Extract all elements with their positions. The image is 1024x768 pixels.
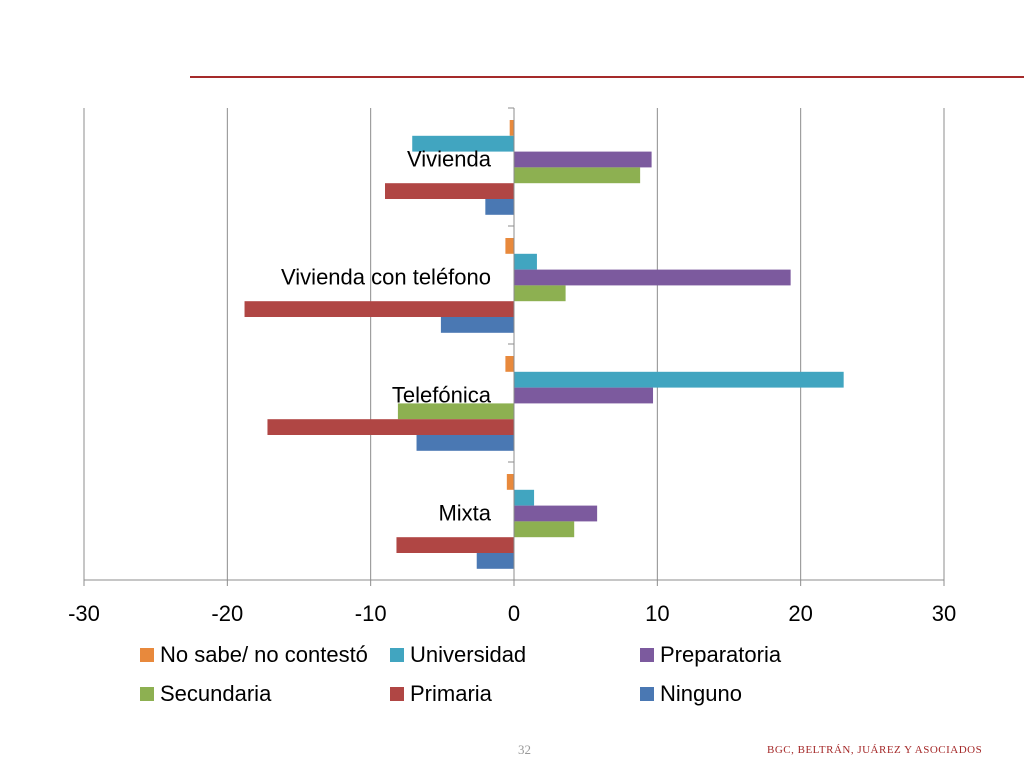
category-label: Mixta: [438, 500, 491, 525]
bar-4-1: [506, 474, 514, 490]
legend-swatch: [140, 687, 154, 701]
legend-label: No sabe/ no contestó: [160, 642, 368, 667]
legend-item: Universidad: [390, 642, 526, 668]
category-label: Vivienda con teléfono: [281, 264, 491, 289]
category-labels: Vivienda Vivienda con teléfono Telefónica M…: [281, 146, 492, 525]
bars: [244, 120, 844, 569]
bar-3-6: [416, 435, 514, 451]
bar-2-2: [514, 253, 537, 270]
legend-swatch: [640, 648, 654, 662]
footer-organization: BGC, BELTRÁN, JUÁREZ Y ASOCIADOS: [767, 744, 983, 756]
axes: [83, 107, 945, 586]
x-tick-label: -30: [68, 601, 100, 626]
tick-labels: -30 -20 -10 0 10 20 30: [68, 601, 956, 626]
legend-item: Primaria: [390, 681, 492, 707]
category-label: Telefónica: [392, 382, 492, 407]
bar-1-6: [485, 199, 514, 215]
x-tick-label: 10: [645, 601, 669, 626]
bar-4-2: [514, 489, 535, 506]
legend-label: Universidad: [410, 642, 527, 667]
x-tick-label: 0: [508, 601, 520, 626]
x-tick-label: -10: [355, 601, 387, 626]
legend: No sabe/ no contestó Universidad Preparato…: [140, 642, 940, 722]
bar-2-4: [514, 285, 566, 302]
legend-item: Secundaria: [140, 681, 271, 707]
legend-label: Secundaria: [160, 681, 272, 706]
bar-3-3: [514, 387, 654, 404]
bar-1-2: [412, 135, 514, 152]
bar-2-5: [244, 301, 515, 317]
category-label: Vivienda: [407, 146, 492, 171]
header-rule: [190, 76, 1024, 78]
x-tick-label: 20: [788, 601, 812, 626]
page-number: 32: [518, 742, 531, 757]
bar-3-2: [514, 371, 844, 388]
horizontal-bar-chart: Vivienda Vivienda con teléfono Telefónica M…: [68, 107, 956, 626]
bar-3-5: [267, 419, 514, 435]
legend-swatch: [140, 648, 154, 662]
gridlines: [83, 108, 945, 580]
bar-1-1: [509, 120, 514, 136]
bar-1-3: [514, 151, 652, 168]
bar-4-4: [514, 521, 575, 538]
bar-3-4: [397, 403, 514, 420]
bar-3-1: [505, 356, 514, 372]
x-tick-label: 30: [932, 601, 956, 626]
legend-label: Preparatoria: [660, 642, 782, 667]
legend-swatch: [390, 687, 404, 701]
bar-1-5: [385, 183, 514, 199]
bar-4-5: [396, 537, 514, 553]
legend-label: Ninguno: [660, 681, 742, 706]
bar-1-4: [514, 167, 641, 184]
x-tick-label: -20: [211, 601, 243, 626]
legend-label: Primaria: [410, 681, 492, 706]
legend-item: Preparatoria: [640, 642, 781, 668]
bar-2-1: [505, 238, 514, 254]
legend-item: Ninguno: [640, 681, 742, 707]
legend-item: No sabe/ no contestó: [140, 642, 368, 668]
bar-2-3: [514, 269, 791, 286]
bar-4-3: [514, 505, 598, 522]
bar-4-6: [476, 553, 514, 569]
legend-swatch: [640, 687, 654, 701]
legend-swatch: [390, 648, 404, 662]
bar-2-6: [440, 317, 514, 333]
